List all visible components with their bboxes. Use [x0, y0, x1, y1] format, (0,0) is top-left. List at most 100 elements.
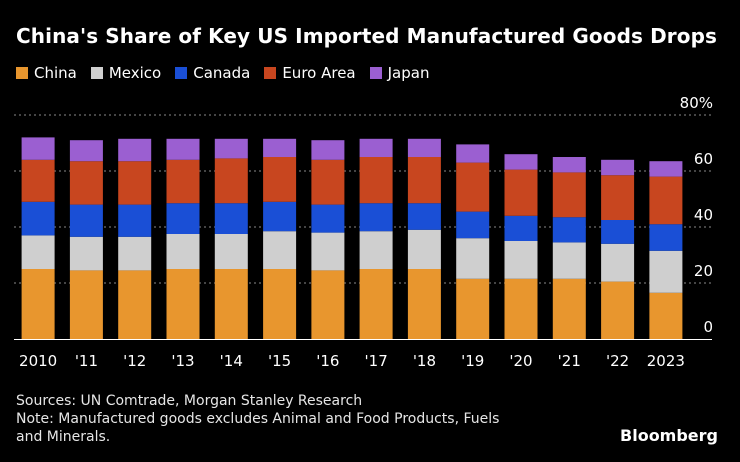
x-tick-label-3: '13	[171, 352, 194, 370]
bar-euro-area-7	[359, 157, 393, 204]
legend-label-canada: Canada	[193, 64, 251, 82]
bar-china-12	[601, 281, 635, 339]
bar-euro-area-1	[69, 161, 103, 205]
legend-swatch-japan	[369, 67, 382, 79]
x-tick-label-2: '12	[123, 352, 146, 370]
bar-euro-area-5	[263, 157, 297, 202]
bar-japan-7	[359, 138, 393, 157]
footer-notes: Sources: UN Comtrade, Morgan Stanley Res…	[16, 392, 576, 446]
bar-china-3	[166, 269, 200, 339]
y-tick-label-60: 60	[694, 150, 713, 168]
bar-canada-5	[263, 201, 297, 232]
bar-mexico-6	[311, 232, 345, 271]
bar-japan-10	[504, 154, 538, 170]
bar-euro-area-2	[118, 161, 152, 205]
bar-china-10	[504, 278, 538, 339]
bar-china-6	[311, 270, 345, 339]
bar-mexico-9	[456, 238, 490, 279]
bar-japan-13	[649, 161, 683, 177]
bar-japan-5	[263, 138, 297, 157]
bar-japan-4	[214, 138, 248, 159]
bar-japan-6	[311, 140, 345, 160]
x-tick-label-10: '20	[509, 352, 532, 370]
legend-item-japan: Japan	[369, 64, 430, 82]
x-tick-label-4: '14	[220, 352, 243, 370]
bar-china-2	[118, 270, 152, 339]
x-tick-label-6: '16	[316, 352, 339, 370]
bar-euro-area-4	[214, 158, 248, 204]
legend-swatch-mexico	[90, 67, 103, 79]
y-tick-label-0: 0	[703, 318, 713, 336]
bar-japan-12	[601, 159, 635, 176]
bar-canada-11	[552, 217, 586, 243]
y-tick-label-40: 40	[694, 206, 713, 224]
legend-label-japan: Japan	[387, 64, 430, 82]
chart-title: China's Share of Key US Imported Manufac…	[16, 24, 717, 48]
bar-japan-8	[407, 138, 441, 157]
bar-china-5	[263, 269, 297, 339]
legend-label-mexico: Mexico	[108, 64, 162, 82]
bar-mexico-13	[649, 250, 683, 293]
x-tick-label-13: 2023	[647, 352, 685, 370]
legend: China Mexico Canada Euro Area Japan	[16, 64, 443, 82]
x-tick-label-12: '22	[606, 352, 629, 370]
bar-canada-0	[21, 201, 55, 236]
bar-japan-1	[69, 140, 103, 162]
bar-canada-10	[504, 215, 538, 241]
legend-item-canada: Canada	[175, 64, 250, 82]
legend-swatch-china	[16, 67, 28, 79]
legend-item-china: China	[16, 64, 77, 82]
bar-euro-area-8	[407, 157, 441, 204]
bar-japan-0	[21, 137, 55, 160]
bar-canada-13	[649, 224, 683, 251]
bar-canada-3	[166, 203, 200, 234]
bar-mexico-4	[214, 234, 248, 269]
bar-china-4	[214, 269, 248, 339]
bar-japan-9	[456, 144, 490, 163]
legend-item-mexico: Mexico	[90, 64, 162, 82]
legend-swatch-euro-area	[264, 67, 277, 79]
legend-label-china: China	[34, 64, 77, 82]
x-tick-label-9: '19	[461, 352, 484, 370]
bar-euro-area-9	[456, 162, 490, 212]
x-tick-label-5: '15	[268, 352, 291, 370]
x-tick-label-11: '21	[558, 352, 581, 370]
bar-japan-11	[552, 157, 586, 173]
bar-euro-area-13	[649, 176, 683, 225]
bar-china-7	[359, 269, 393, 339]
bar-canada-7	[359, 203, 393, 232]
bar-euro-area-3	[166, 159, 200, 204]
bar-china-0	[21, 269, 55, 339]
bar-canada-1	[69, 204, 103, 237]
y-tick-label-20: 20	[694, 262, 713, 280]
bar-euro-area-12	[601, 175, 635, 220]
legend-item-euro-area: Euro Area	[264, 64, 356, 82]
bar-canada-6	[311, 204, 345, 233]
bar-mexico-10	[504, 241, 538, 279]
note-text-line2: and Minerals.	[16, 429, 111, 445]
x-tick-label-7: '17	[365, 352, 388, 370]
bar-china-8	[407, 269, 441, 339]
y-tick-label-80: 80%	[680, 94, 713, 112]
bar-mexico-7	[359, 231, 393, 269]
bar-china-11	[552, 278, 586, 339]
bar-canada-8	[407, 203, 441, 230]
legend-label-euro-area: Euro Area	[282, 64, 356, 82]
bar-china-9	[456, 278, 490, 339]
bar-euro-area-0	[21, 159, 55, 202]
bar-japan-3	[166, 138, 200, 160]
bar-canada-9	[456, 211, 490, 239]
bar-euro-area-11	[552, 172, 586, 218]
bar-japan-2	[118, 138, 152, 162]
sources-text: Sources: UN Comtrade, Morgan Stanley Res…	[16, 393, 363, 409]
bloomberg-logo: Bloomberg	[620, 426, 718, 445]
bar-mexico-11	[552, 242, 586, 279]
bar-canada-12	[601, 220, 635, 244]
bar-euro-area-10	[504, 169, 538, 216]
bar-mexico-8	[407, 229, 441, 269]
bar-canada-4	[214, 203, 248, 234]
legend-swatch-canada	[175, 67, 188, 79]
bar-mexico-3	[166, 234, 200, 269]
bar-mexico-1	[69, 236, 103, 271]
